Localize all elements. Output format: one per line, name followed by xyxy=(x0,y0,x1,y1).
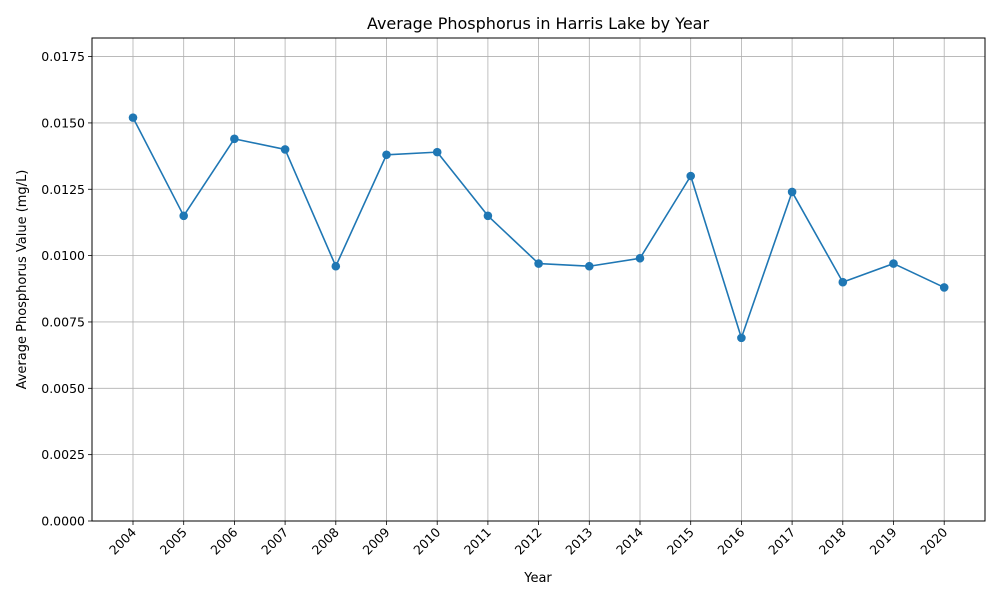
x-tick-label: 2012 xyxy=(512,525,545,558)
data-point xyxy=(382,150,391,160)
x-tick-label: 2006 xyxy=(207,524,240,557)
x-tick-label: 2018 xyxy=(816,524,849,557)
x-tick-label: 2007 xyxy=(258,525,291,558)
x-tick-label: 2017 xyxy=(765,525,798,558)
data-point xyxy=(939,283,949,292)
grid xyxy=(92,38,985,522)
x-axis-ticks: 2004 2005 2006 2007 2008 2009 2010 2011 2012 2013… xyxy=(106,521,950,558)
y-tick-label: 0.0125 xyxy=(41,182,85,197)
x-tick-label: 2014 xyxy=(613,524,646,557)
y-tick-label: 0.0000 xyxy=(41,514,85,529)
y-tick-label: 0.0050 xyxy=(41,381,85,396)
y-tick-label: 0.0075 xyxy=(41,314,85,329)
data-point xyxy=(534,259,543,268)
y-tick-label: 0.0100 xyxy=(41,248,85,263)
data-point xyxy=(128,113,138,122)
data-point xyxy=(280,145,290,154)
data-point xyxy=(686,171,695,181)
x-tick-label: 2010 xyxy=(410,524,443,557)
y-tick-label: 0.0025 xyxy=(41,447,85,462)
x-tick-label: 2016 xyxy=(714,524,747,557)
data-point xyxy=(889,259,898,268)
y-tick-label: 0.0150 xyxy=(41,115,85,130)
data-point xyxy=(230,134,239,144)
x-tick-label: 2009 xyxy=(360,524,393,557)
data-point xyxy=(838,277,848,287)
data-point xyxy=(432,147,442,157)
x-axis-label: Year xyxy=(523,571,552,586)
x-tick-label: 2020 xyxy=(917,524,950,557)
x-tick-label: 2011 xyxy=(461,525,494,558)
y-axis-label: Average Phosphorus Value (mg/L) xyxy=(15,170,30,390)
data-point xyxy=(585,261,594,271)
y-axis-ticks: 0.0000 0.0025 0.0050 0.0075 0.0100 0.0125 0.01… xyxy=(41,49,92,529)
series-layer xyxy=(128,113,949,343)
x-tick-label: 2008 xyxy=(309,524,342,557)
x-tick-label: 2015 xyxy=(664,525,697,558)
chart-title: Average Phosphorus in Harris Lake by Yea… xyxy=(367,14,710,33)
data-point xyxy=(179,211,188,221)
data-point xyxy=(483,211,493,221)
x-tick-label: 2013 xyxy=(562,525,595,558)
x-tick-label: 2005 xyxy=(157,525,190,558)
data-point xyxy=(787,187,797,197)
x-tick-label: 2019 xyxy=(867,524,900,557)
data-point xyxy=(331,261,341,271)
data-point xyxy=(737,333,746,343)
x-tick-label: 2004 xyxy=(106,524,139,557)
data-point xyxy=(635,253,645,263)
plot-frame xyxy=(91,37,986,522)
y-tick-label: 0.0175 xyxy=(41,49,85,64)
